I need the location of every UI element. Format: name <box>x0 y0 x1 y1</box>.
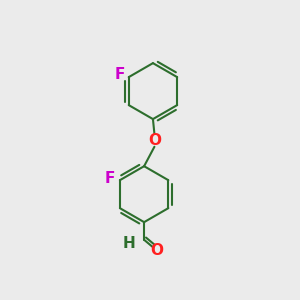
Text: F: F <box>115 67 125 82</box>
Text: F: F <box>104 171 115 186</box>
Text: H: H <box>123 236 136 251</box>
Text: O: O <box>150 243 163 258</box>
Text: O: O <box>148 133 161 148</box>
